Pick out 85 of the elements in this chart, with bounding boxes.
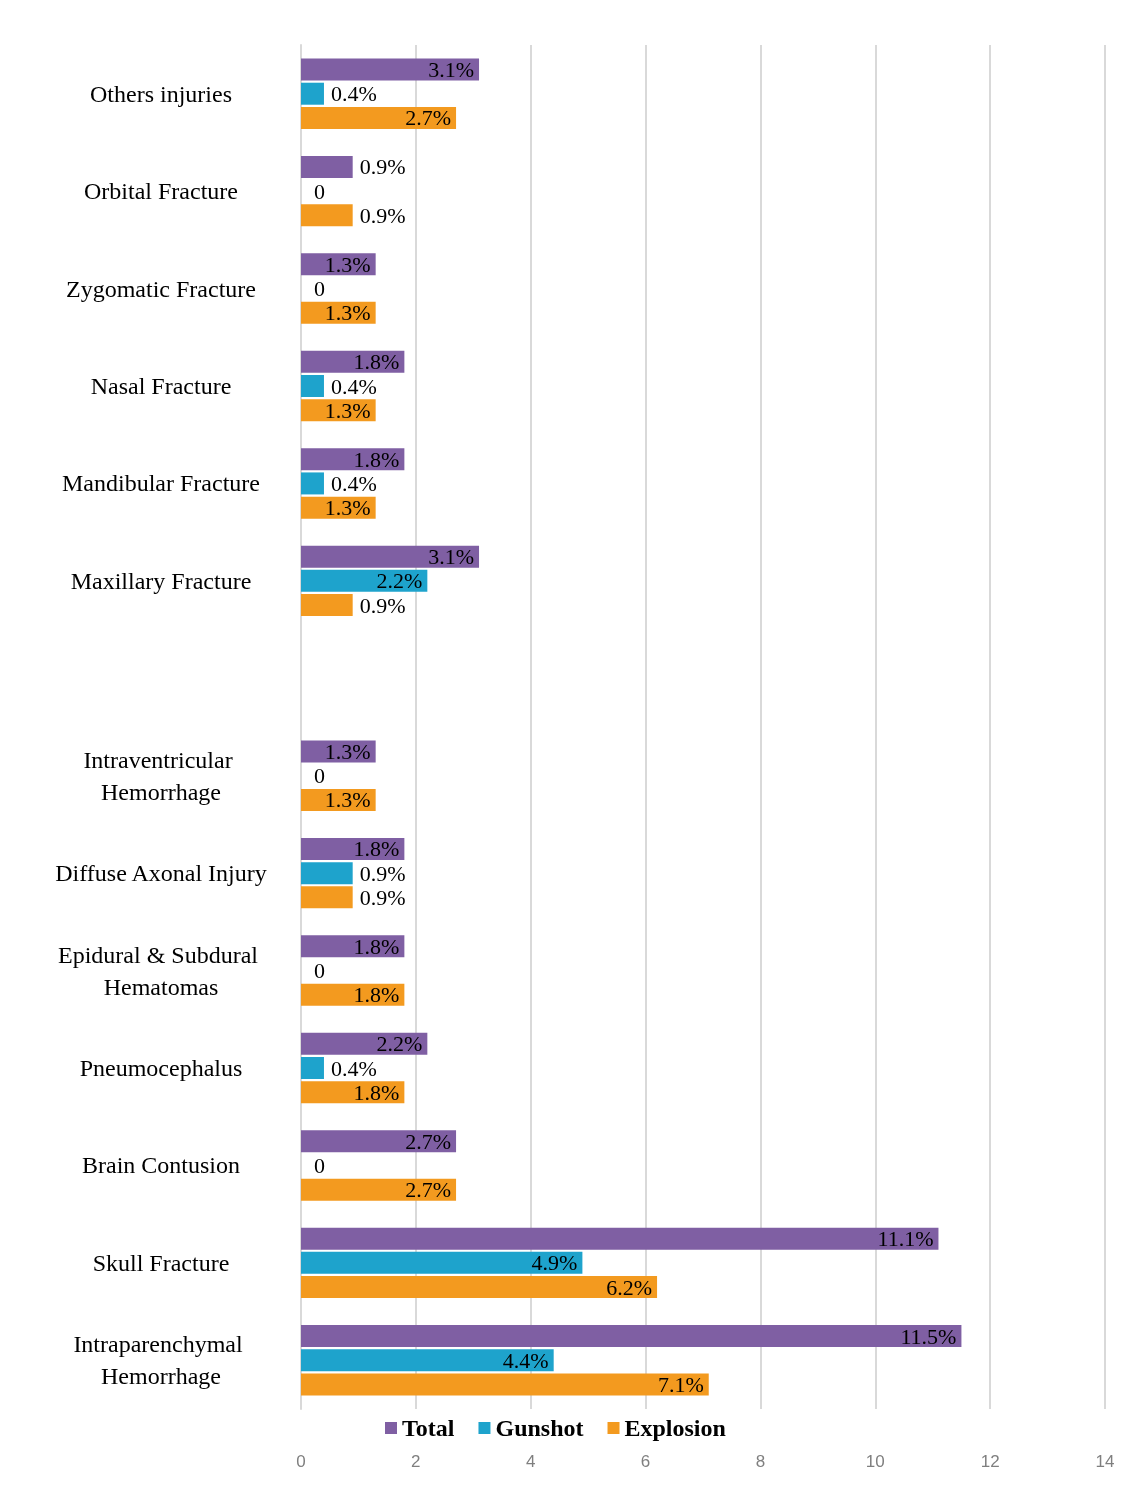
data-label: 0 bbox=[314, 1152, 325, 1178]
y-tick-label: Mandibular Fracture bbox=[62, 470, 260, 497]
y-tick-label: Maxillary Fracture bbox=[70, 567, 252, 594]
data-label: 7.1% bbox=[657, 1371, 704, 1397]
y-tick-label: Skull Fracture bbox=[92, 1249, 230, 1276]
data-label: 0.9% bbox=[359, 154, 406, 180]
x-tick-label: 6 bbox=[640, 1452, 651, 1471]
bar bbox=[301, 472, 324, 495]
data-label: 1.3% bbox=[324, 787, 371, 813]
data-label: 11.1% bbox=[877, 1226, 934, 1252]
bar bbox=[301, 1349, 554, 1372]
bar bbox=[301, 886, 353, 909]
data-label: 1.8% bbox=[353, 349, 400, 375]
bar bbox=[301, 545, 480, 568]
bar bbox=[301, 1178, 457, 1201]
data-label: 0.9% bbox=[359, 860, 406, 886]
data-label: 2.7% bbox=[405, 1177, 452, 1203]
data-label: 4.9% bbox=[531, 1250, 578, 1276]
bar bbox=[301, 1130, 457, 1153]
data-label: 0 bbox=[314, 958, 325, 984]
data-label: 0.4% bbox=[330, 1055, 377, 1081]
y-tick-label: Zygomatic Fracture bbox=[66, 275, 256, 302]
y-tick-label: Nasal Fracture bbox=[90, 373, 232, 399]
bar bbox=[301, 1227, 939, 1250]
bar bbox=[301, 375, 324, 397]
y-tick-label: Brain Contusion bbox=[81, 1152, 241, 1179]
data-label: 4.4% bbox=[502, 1347, 549, 1373]
data-label: 0.9% bbox=[359, 202, 406, 228]
data-label: 1.8% bbox=[353, 982, 400, 1008]
y-tick-label: Orbital Fracture bbox=[84, 178, 238, 205]
data-label: 2.7% bbox=[405, 1128, 452, 1154]
bar bbox=[301, 1325, 962, 1348]
data-label: 1.3% bbox=[324, 397, 371, 423]
data-label: 0.4% bbox=[330, 373, 377, 399]
data-label: 2.2% bbox=[376, 1031, 423, 1057]
bar bbox=[301, 1032, 428, 1055]
data-label: 6.2% bbox=[606, 1274, 653, 1300]
bar bbox=[301, 58, 480, 81]
y-tick-label: Epidural & Subdural Hematomas bbox=[58, 941, 264, 1000]
data-label: 0.9% bbox=[359, 884, 406, 910]
bar bbox=[301, 594, 353, 617]
data-label: 1.3% bbox=[324, 739, 371, 765]
data-label: 2.7% bbox=[405, 105, 452, 131]
x-tick-label: 10 bbox=[865, 1452, 885, 1471]
data-label: 1.8% bbox=[353, 836, 400, 862]
x-tick-label: 2 bbox=[411, 1452, 421, 1471]
data-label: 0 bbox=[314, 178, 325, 204]
data-label: 1.3% bbox=[324, 251, 371, 277]
data-label: 0 bbox=[314, 763, 325, 789]
data-label: 3.1% bbox=[428, 544, 475, 570]
bar bbox=[301, 1373, 709, 1396]
data-label: 0.9% bbox=[359, 592, 406, 618]
x-tick-label: 0 bbox=[296, 1452, 306, 1471]
bar bbox=[301, 1057, 324, 1079]
data-label: 0.4% bbox=[330, 81, 377, 107]
legend-label: Gunshot bbox=[495, 1415, 584, 1441]
y-tick-label: Intraparenchymal Hemorrhage bbox=[73, 1331, 249, 1390]
legend-label: Total bbox=[402, 1415, 455, 1441]
bar bbox=[301, 862, 353, 885]
bar bbox=[301, 569, 428, 592]
data-label: 0 bbox=[314, 276, 325, 302]
x-tick-label: 12 bbox=[980, 1452, 1000, 1471]
data-label: 1.3% bbox=[324, 300, 371, 326]
data-label: 1.3% bbox=[324, 495, 371, 521]
x-tick-label: 8 bbox=[755, 1452, 766, 1471]
x-tick-label: 14 bbox=[1095, 1452, 1115, 1471]
data-label: 1.8% bbox=[353, 1079, 400, 1105]
data-label: 11.5% bbox=[900, 1323, 957, 1349]
y-tick-label: Others injuries bbox=[90, 80, 232, 107]
legend-label: Explosion bbox=[624, 1415, 726, 1441]
y-tick-label: Intraventricular Hemorrhage bbox=[83, 746, 239, 805]
bar bbox=[301, 1276, 658, 1299]
data-label: 3.1% bbox=[428, 57, 475, 83]
bar bbox=[301, 82, 324, 105]
data-label: 0.4% bbox=[330, 470, 377, 496]
y-tick-label: Pneumocephalus bbox=[79, 1055, 243, 1081]
data-label: 2.2% bbox=[376, 568, 423, 594]
data-label: 1.8% bbox=[353, 933, 400, 959]
y-tick-label: Diffuse Axonal Injury bbox=[55, 860, 267, 887]
bar bbox=[301, 155, 353, 178]
x-tick-label: 4 bbox=[525, 1452, 536, 1471]
data-label: 1.8% bbox=[353, 446, 400, 472]
bar bbox=[301, 204, 353, 227]
bar bbox=[301, 1251, 583, 1274]
bar bbox=[301, 106, 457, 129]
